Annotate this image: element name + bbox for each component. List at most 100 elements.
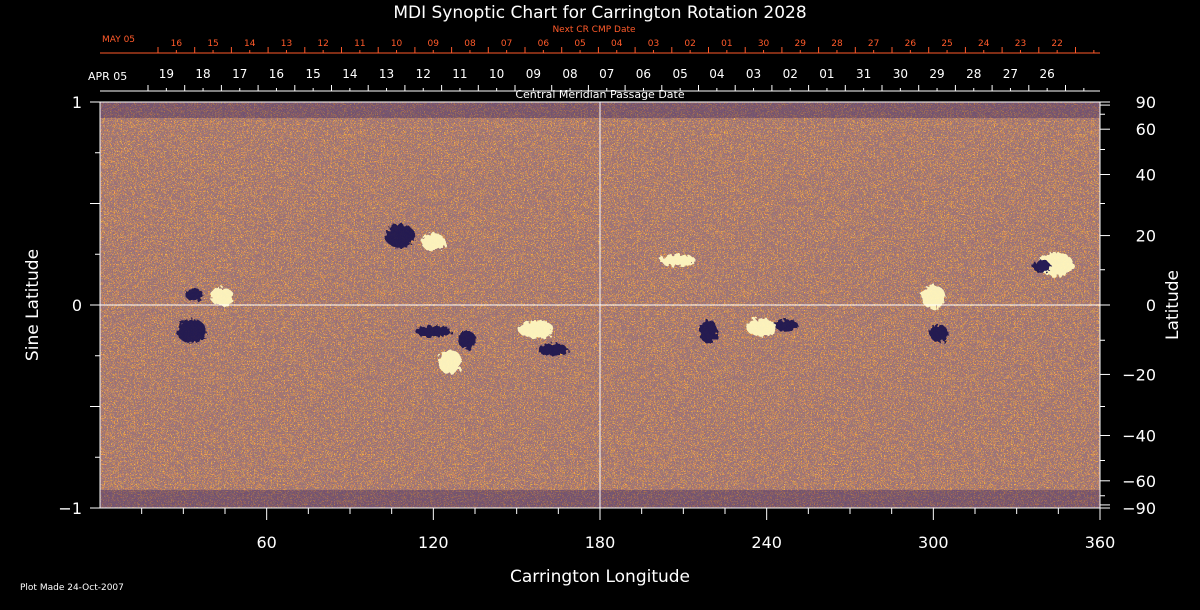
y-right-tick-label: −90 <box>1122 499 1156 518</box>
next-cmp-start-label: MAY 05 <box>102 35 135 45</box>
date-label: 03 <box>746 67 761 81</box>
x-tick-label: 360 <box>1085 533 1116 552</box>
date-label: 17 <box>232 67 247 81</box>
active-region <box>537 343 568 356</box>
date-label: 26 <box>1040 67 1055 81</box>
date-label: 24 <box>978 39 990 49</box>
date-label: 18 <box>195 67 210 81</box>
x-axis: 60 120 180 240 300 360 <box>141 508 1116 552</box>
y-axis-left-label: Sine Latitude <box>23 249 43 361</box>
date-label: 05 <box>673 67 688 81</box>
active-region <box>385 223 415 248</box>
date-label: 12 <box>416 67 431 81</box>
date-label: 04 <box>611 39 623 49</box>
plot-made-footer: Plot Made 24-Oct-2007 <box>20 583 124 593</box>
date-label: 02 <box>783 67 798 81</box>
date-label: 22 <box>1051 39 1062 49</box>
x-tick-label: 60 <box>256 533 276 552</box>
y-left-tick-label: −1 <box>58 499 82 518</box>
date-label: 14 <box>244 39 256 49</box>
date-label: 12 <box>317 39 328 49</box>
date-label: 23 <box>1015 39 1026 49</box>
y-left-tick-label: 1 <box>72 93 82 112</box>
date-label: 03 <box>648 39 659 49</box>
date-label: 27 <box>1003 67 1018 81</box>
date-label: 11 <box>452 67 467 81</box>
date-label: 28 <box>966 67 981 81</box>
date-label: 06 <box>538 39 550 49</box>
active-region <box>699 319 718 344</box>
date-label: 16 <box>171 39 183 49</box>
y-axis-right: 90 60 40 20 0 −20 −40 −60 −90 <box>1100 93 1156 518</box>
date-label: 13 <box>379 67 394 81</box>
next-cmp-axis-label: Next CR CMP Date <box>552 25 636 35</box>
date-label: 09 <box>526 67 541 81</box>
date-label: 28 <box>831 39 843 49</box>
x-axis-label: Carrington Longitude <box>510 567 690 587</box>
active-region <box>746 318 777 337</box>
active-region <box>176 319 207 344</box>
y-right-tick-label: 20 <box>1136 227 1156 246</box>
date-label: 26 <box>905 39 917 49</box>
date-label: 01 <box>721 39 732 49</box>
date-label: 11 <box>354 39 365 49</box>
date-label: 19 <box>159 67 174 81</box>
active-region <box>774 319 799 332</box>
date-label: 13 <box>281 39 292 49</box>
y-right-tick-label: 0 <box>1146 296 1156 315</box>
active-region <box>518 320 555 339</box>
date-label: 25 <box>941 39 952 49</box>
date-label: 06 <box>636 67 651 81</box>
date-label: 07 <box>501 39 512 49</box>
date-label: 05 <box>574 39 585 49</box>
active-region <box>929 324 948 343</box>
active-region <box>210 287 235 306</box>
date-label: 09 <box>428 39 440 49</box>
date-label: 14 <box>342 67 357 81</box>
cmp-axis-label: Central Meridian Passage Date <box>515 88 684 101</box>
cmp-axis: 19 18 17 16 15 14 13 12 11 10 09 08 07 06 05 04 03 02 01 31… <box>100 67 1100 92</box>
y-left-tick-label: 0 <box>72 296 82 315</box>
y-right-tick-label: 40 <box>1136 166 1156 185</box>
active-region <box>1032 260 1051 273</box>
next-cmp-axis: 16 15 14 13 12 11 10 09 08 07 06 05 04 03 02 01 30 29 28 27… <box>100 39 1100 54</box>
y-axis-left: 1 0 −1 <box>58 93 100 518</box>
date-label: 04 <box>709 67 724 81</box>
x-tick-label: 120 <box>418 533 449 552</box>
chart-title: MDI Synoptic Chart for Carrington Rotati… <box>393 3 806 23</box>
y-axis-right-label: Latitude <box>1163 270 1183 340</box>
y-right-tick-label: −40 <box>1122 426 1156 445</box>
active-region <box>457 330 476 349</box>
x-tick-label: 300 <box>918 533 949 552</box>
date-label: 15 <box>306 67 321 81</box>
x-tick-label: 180 <box>585 533 616 552</box>
date-label: 10 <box>489 67 504 81</box>
date-label: 16 <box>269 67 284 81</box>
y-right-tick-label: −20 <box>1122 365 1156 384</box>
date-label: 01 <box>819 67 834 81</box>
date-label: 29 <box>795 39 807 49</box>
y-right-tick-label: 60 <box>1136 120 1156 139</box>
date-label: 07 <box>599 67 614 81</box>
cmp-start-label: APR 05 <box>88 70 127 83</box>
date-label: 30 <box>893 67 908 81</box>
x-tick-label: 240 <box>751 533 782 552</box>
date-label: 10 <box>391 39 403 49</box>
date-label: 08 <box>464 39 476 49</box>
y-right-tick-label: −60 <box>1122 472 1156 491</box>
active-region <box>185 288 204 301</box>
active-region <box>421 233 446 252</box>
active-region <box>659 254 696 267</box>
active-region <box>438 349 462 374</box>
date-label: 30 <box>758 39 770 49</box>
date-label: 08 <box>562 67 577 81</box>
date-label: 27 <box>868 39 879 49</box>
date-label: 15 <box>207 39 218 49</box>
y-right-tick-label: 90 <box>1136 93 1156 112</box>
date-label: 29 <box>929 67 944 81</box>
active-region <box>415 325 452 338</box>
active-regions <box>176 223 1074 374</box>
date-label: 31 <box>856 67 871 81</box>
date-label: 02 <box>684 39 695 49</box>
